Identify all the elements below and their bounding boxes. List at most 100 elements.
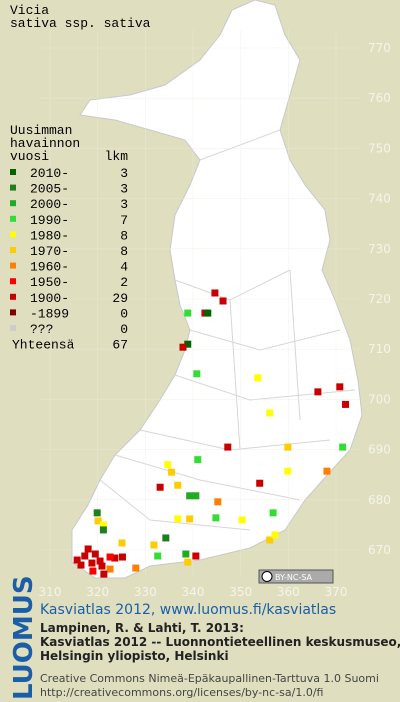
occurrence bbox=[211, 289, 219, 297]
license-url[interactable]: http://creativecommons.org/licenses/by-n… bbox=[40, 686, 323, 699]
occurrence bbox=[88, 559, 96, 567]
legend-swatch bbox=[10, 247, 16, 253]
legend-title: vuosi bbox=[10, 149, 49, 164]
occurrence bbox=[89, 567, 97, 575]
footer-link[interactable]: Kasviatlas 2012, www.luomus.fi/kasviatla… bbox=[40, 602, 336, 618]
land bbox=[71, 0, 363, 579]
legend-label: 2000- bbox=[30, 197, 69, 212]
occurrence bbox=[111, 554, 119, 562]
occurrence bbox=[194, 456, 202, 464]
legend-label: -1899 bbox=[30, 306, 69, 321]
legend-label: 1990- bbox=[30, 213, 69, 228]
legend-label: 2005- bbox=[30, 182, 69, 197]
occurrence bbox=[219, 297, 227, 305]
occurrence bbox=[98, 562, 106, 570]
legend-swatch bbox=[10, 309, 16, 316]
occurrence bbox=[99, 521, 107, 529]
legend-swatch bbox=[10, 278, 16, 285]
license-badge-box: BY-NC-SA bbox=[258, 569, 334, 584]
cc-icon bbox=[261, 571, 273, 582]
occurrence bbox=[84, 545, 92, 553]
legend-swatch bbox=[10, 215, 16, 222]
license-badge: BY-NC-SA bbox=[275, 573, 313, 582]
occurrence bbox=[77, 561, 85, 569]
occurrence bbox=[118, 553, 126, 561]
legend-label: ??? bbox=[30, 322, 53, 337]
occurrence bbox=[271, 531, 279, 539]
legend-count-header: lkm bbox=[105, 149, 129, 164]
legend-swatch bbox=[10, 262, 16, 269]
y-tick-label: 740 bbox=[368, 192, 391, 206]
x-tick-label: 320 bbox=[86, 585, 109, 599]
occurrence bbox=[118, 539, 126, 547]
occurrence bbox=[193, 370, 201, 378]
occurrence bbox=[99, 526, 107, 534]
occurrence bbox=[154, 552, 162, 560]
occurrence bbox=[254, 374, 262, 382]
map-area bbox=[71, 0, 363, 579]
occurrence bbox=[336, 383, 344, 391]
x-tick-label: 340 bbox=[182, 585, 205, 599]
occurrence bbox=[323, 467, 331, 475]
occurrence bbox=[182, 550, 190, 558]
occurrence bbox=[96, 557, 104, 565]
legend-title: havainnon bbox=[10, 136, 80, 151]
occurrence bbox=[174, 515, 182, 523]
legend-total-label: Yhteensä bbox=[12, 338, 75, 353]
x-tick-label: 350 bbox=[229, 585, 252, 599]
citation: Helsingin yliopisto, Helsinki bbox=[40, 649, 229, 663]
occurrence bbox=[179, 343, 187, 351]
x-tick-label: 310 bbox=[39, 585, 62, 599]
occurrence bbox=[224, 443, 232, 451]
occurrence bbox=[106, 553, 114, 561]
occurrence bbox=[164, 461, 172, 469]
legend-label: 1970- bbox=[30, 244, 69, 259]
occurrence bbox=[212, 514, 220, 522]
legend-total: 67 bbox=[112, 338, 128, 353]
occurrence bbox=[342, 400, 350, 408]
occurrence bbox=[73, 556, 81, 564]
y-tick-label: 710 bbox=[368, 342, 391, 356]
license-text: Creative Commons Nimeä-Epäkaupallinen-Ta… bbox=[40, 672, 379, 685]
occurrence bbox=[184, 340, 192, 348]
legend-count: 8 bbox=[120, 228, 128, 243]
legend-count: 29 bbox=[112, 291, 128, 306]
legend-count: 3 bbox=[120, 166, 128, 181]
y-tick-label: 720 bbox=[368, 292, 391, 306]
y-tick-label: 770 bbox=[368, 41, 391, 55]
legend-count: 8 bbox=[120, 244, 128, 259]
legend-title: Uusimman bbox=[10, 123, 72, 138]
legend-count: 0 bbox=[120, 322, 128, 337]
y-tick-label: 690 bbox=[368, 443, 391, 457]
legend-count: 3 bbox=[120, 197, 128, 212]
occurrence bbox=[156, 483, 164, 491]
occurrence bbox=[238, 516, 246, 524]
occurrence bbox=[106, 565, 114, 573]
occurrence bbox=[184, 558, 192, 566]
legend-label: 1950- bbox=[30, 275, 69, 290]
y-tick-label: 700 bbox=[368, 392, 391, 406]
legend-label: 1960- bbox=[30, 260, 69, 275]
y-tick-label: 680 bbox=[368, 493, 391, 507]
occurrence bbox=[184, 309, 192, 317]
legend-swatch bbox=[10, 325, 16, 331]
legend-swatch bbox=[10, 184, 16, 191]
occurrence bbox=[186, 492, 194, 500]
y-tick-label: 750 bbox=[368, 141, 391, 155]
occurrence bbox=[91, 550, 99, 558]
legend-swatch bbox=[10, 293, 16, 300]
occurrence bbox=[162, 534, 170, 542]
occurrence bbox=[204, 309, 212, 317]
occurrence bbox=[174, 481, 182, 489]
occurrence bbox=[314, 388, 322, 396]
legend-count: 3 bbox=[120, 182, 128, 197]
legend-count: 2 bbox=[120, 275, 128, 290]
title: Vicia bbox=[10, 3, 49, 18]
occurrence bbox=[284, 443, 292, 451]
occurrence bbox=[266, 409, 274, 417]
occurrence bbox=[150, 541, 158, 549]
occurrence bbox=[94, 517, 102, 525]
occurrence bbox=[256, 479, 264, 487]
y-tick-label: 730 bbox=[368, 242, 391, 256]
